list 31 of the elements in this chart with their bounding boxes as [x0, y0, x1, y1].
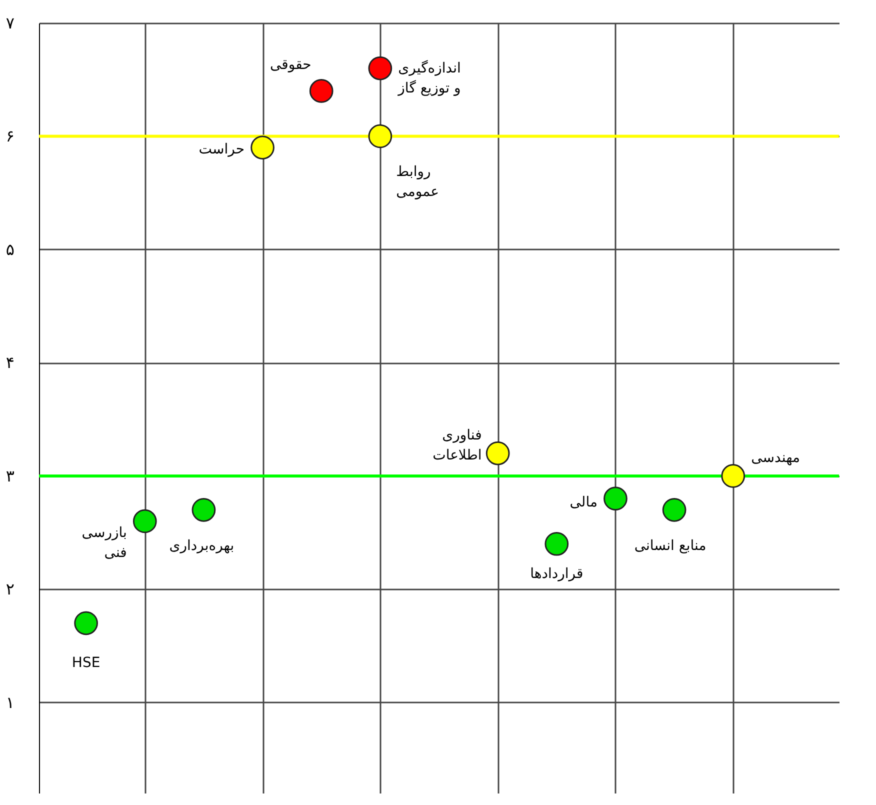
data-label: HSE: [72, 655, 100, 672]
point: [486, 441, 510, 466]
point: [544, 532, 569, 556]
y-tick-label: ۶: [6, 126, 14, 146]
data-label: منابع انسانی: [634, 538, 706, 554]
point: [309, 79, 334, 103]
point: [192, 498, 216, 522]
point: [368, 56, 392, 80]
point: [250, 136, 274, 160]
point: [662, 498, 686, 522]
y-tick-label: ۵: [6, 240, 14, 259]
data-label: حراست: [198, 142, 245, 158]
y-tick-label: ۱: [6, 692, 14, 712]
data-label: اندازه‌گیری و توزیع گاز: [397, 59, 461, 96]
y-tick-label: ۷: [6, 14, 15, 32]
point: [721, 464, 746, 488]
data-label: قراردادها: [530, 566, 584, 582]
data-label: مهندسی: [751, 450, 800, 466]
data-label: بازرسی فنی: [82, 525, 127, 562]
y-tick-label: ۳: [6, 466, 15, 486]
point: [604, 486, 628, 510]
data-label: فناوری اطلاعات: [432, 427, 482, 464]
y-tick-label: ۴: [6, 353, 14, 372]
data-label: روابط عمومی: [396, 164, 440, 200]
point: [368, 124, 392, 148]
point: [74, 611, 98, 636]
y-tick-label: ۲: [6, 580, 14, 599]
data-label: حقوقی: [270, 56, 312, 73]
point: [132, 509, 157, 534]
data-label: بهره‌برداری: [169, 538, 234, 554]
data-label: مالی: [570, 494, 598, 511]
